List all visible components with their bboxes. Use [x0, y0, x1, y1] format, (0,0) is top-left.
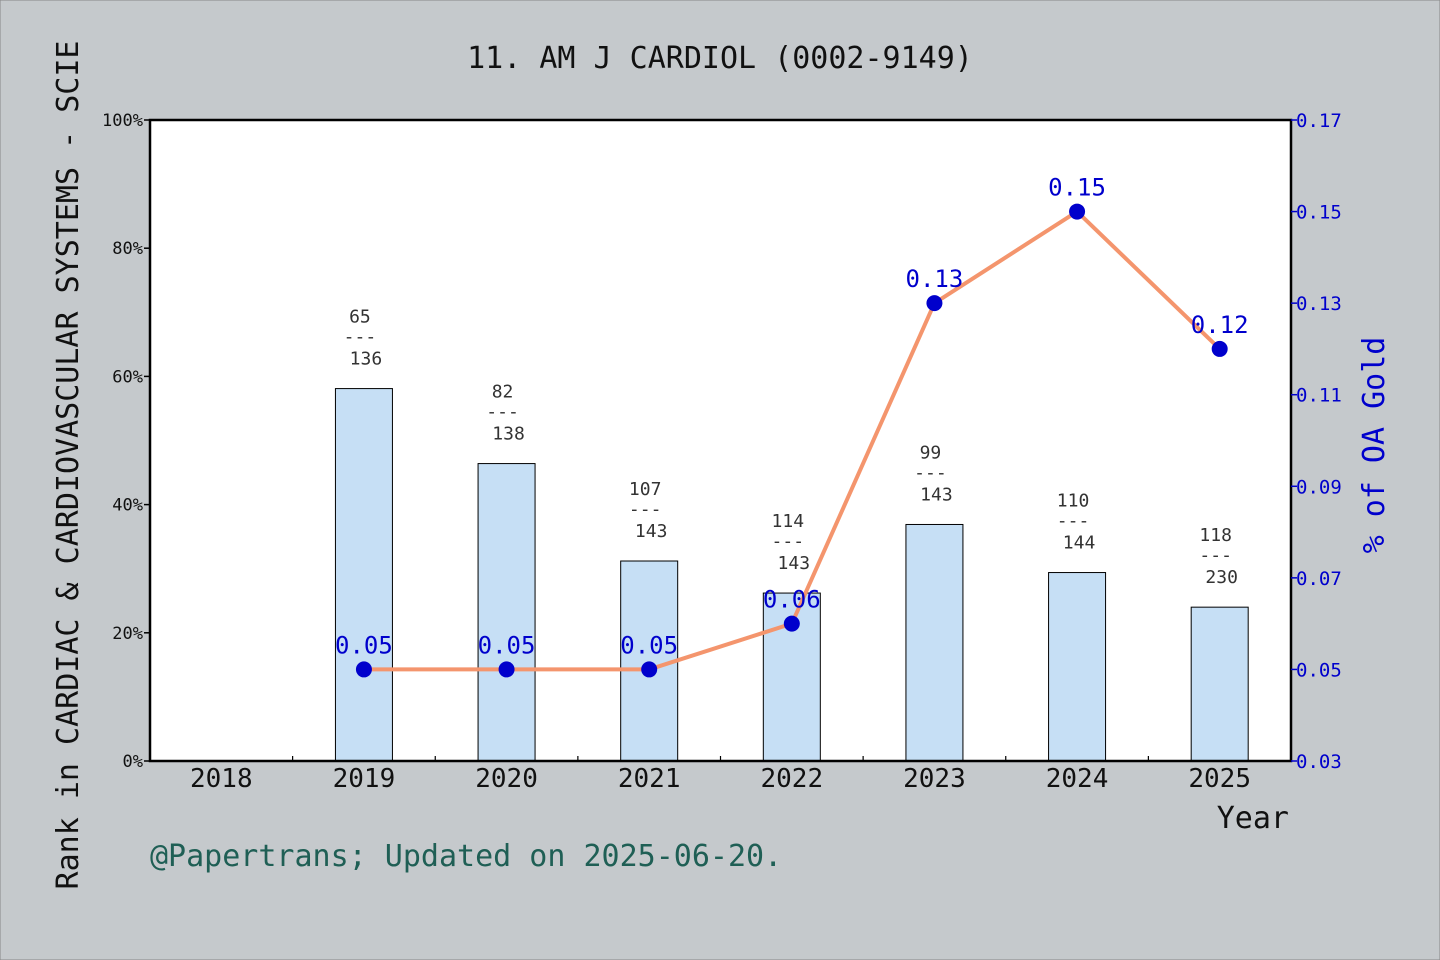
- left-tick-label: 0%: [123, 752, 143, 772]
- plot-area: [150, 120, 1291, 761]
- right-tick-label: 0.09: [1296, 476, 1342, 498]
- oa-gold-label-2020: 0.05: [478, 631, 536, 659]
- x-tick-label-2020: 2020: [475, 764, 538, 794]
- x-axis-label: Year: [1217, 801, 1289, 836]
- x-tick-label-2019: 2019: [333, 764, 396, 794]
- right-tick-label: 0.03: [1296, 751, 1342, 773]
- oa-gold-point-2020: [498, 661, 515, 678]
- bar-2019: [334, 388, 393, 762]
- oa-gold-label-2024: 0.15: [1048, 174, 1106, 202]
- right-axis-label: % of OA Gold: [1357, 337, 1392, 554]
- right-tick-label: 0.17: [1296, 110, 1342, 132]
- x-tick-label-2021: 2021: [618, 764, 681, 794]
- bar-2023: [905, 523, 964, 762]
- bar-label-total-2024: 144: [1063, 533, 1096, 554]
- bar-label-sep-2020: ---: [486, 402, 519, 423]
- right-tick-label: 0.15: [1296, 202, 1342, 224]
- bar-label-rank-2024: 110: [1057, 491, 1090, 512]
- footer-note: @Papertrans; Updated on 2025-06-20.: [150, 839, 782, 874]
- left-axis: 0% 20% 40% 60% 80% 100%: [102, 111, 150, 772]
- left-tick-label: 40%: [112, 496, 143, 516]
- bar-label-total-2020: 138: [492, 424, 525, 445]
- right-tick-label: 0.05: [1296, 659, 1342, 681]
- bar-label-rank-2021: 107: [629, 479, 662, 500]
- x-tick-label-2025: 2025: [1188, 764, 1251, 794]
- oa-gold-point-2019: [355, 661, 372, 678]
- bar-label-rank-2023: 99: [920, 442, 942, 463]
- bar-label-total-2025: 230: [1205, 567, 1238, 588]
- oa-gold-label-2025: 0.12: [1191, 311, 1249, 339]
- left-tick-label: 60%: [112, 367, 143, 387]
- oa-gold-point-2024: [1069, 203, 1086, 220]
- left-tick-label: 100%: [102, 111, 143, 131]
- oa-gold-point-2025: [1211, 340, 1228, 357]
- oa-gold-label-2021: 0.05: [620, 631, 678, 659]
- bar-label-total-2023: 143: [920, 484, 953, 505]
- right-axis: 0.03 0.05 0.07 0.09 0.11 0.13 0.15 0.17: [1291, 110, 1342, 773]
- bar-label-rank-2025: 118: [1199, 525, 1232, 546]
- bar-group: [334, 388, 1249, 762]
- bar-label-sep-2025: ---: [1199, 545, 1232, 566]
- bar-label-rank-2022: 114: [772, 511, 805, 532]
- x-axis: 2018 2019 2020 2021 2022 2023 2024 2025: [190, 756, 1251, 794]
- bar-label-rank-2019: 65: [349, 307, 371, 328]
- bar-2021: [620, 560, 679, 762]
- bar-2025: [1190, 606, 1249, 762]
- line-series-group: 0.05 0.05 0.05 0.06 0.13 0.15 0.12: [335, 174, 1249, 678]
- oa-gold-point-2021: [641, 661, 658, 678]
- oa-gold-point-2023: [926, 295, 943, 312]
- bar-label-sep-2024: ---: [1057, 511, 1090, 532]
- oa-gold-label-2023: 0.13: [906, 265, 964, 293]
- right-tick-label: 0.13: [1296, 293, 1342, 315]
- right-tick-label: 0.07: [1296, 568, 1342, 590]
- x-tick-label-2023: 2023: [903, 764, 966, 794]
- oa-gold-point-2022: [783, 615, 800, 632]
- bar-label-sep-2023: ---: [914, 462, 947, 483]
- bar-2024: [1048, 572, 1107, 762]
- x-tick-label-2024: 2024: [1046, 764, 1109, 794]
- oa-gold-label-2022: 0.06: [763, 586, 821, 614]
- chart-title: 11. AM J CARDIOL (0002-9149): [467, 41, 973, 76]
- x-tick-label-2022: 2022: [761, 764, 824, 794]
- bar-2020: [477, 463, 536, 762]
- left-tick-label: 80%: [112, 239, 143, 259]
- bar-label-sep-2021: ---: [629, 499, 662, 520]
- bar-label-total-2021: 143: [635, 521, 668, 542]
- left-axis-label: Rank in CARDIAC & CARDIOVASCULAR SYSTEMS…: [51, 41, 86, 890]
- oa-gold-label-2019: 0.05: [335, 631, 393, 659]
- left-tick-label: 20%: [112, 624, 143, 644]
- right-tick-label: 0.11: [1296, 385, 1342, 407]
- x-tick-label-2018: 2018: [190, 764, 253, 794]
- bar-label-total-2019: 136: [350, 349, 383, 370]
- bar-label-sep-2022: ---: [772, 531, 805, 552]
- bar-label-rank-2020: 82: [492, 382, 514, 403]
- bar-label-total-2022: 143: [778, 553, 811, 574]
- bar-label-sep-2019: ---: [344, 327, 377, 348]
